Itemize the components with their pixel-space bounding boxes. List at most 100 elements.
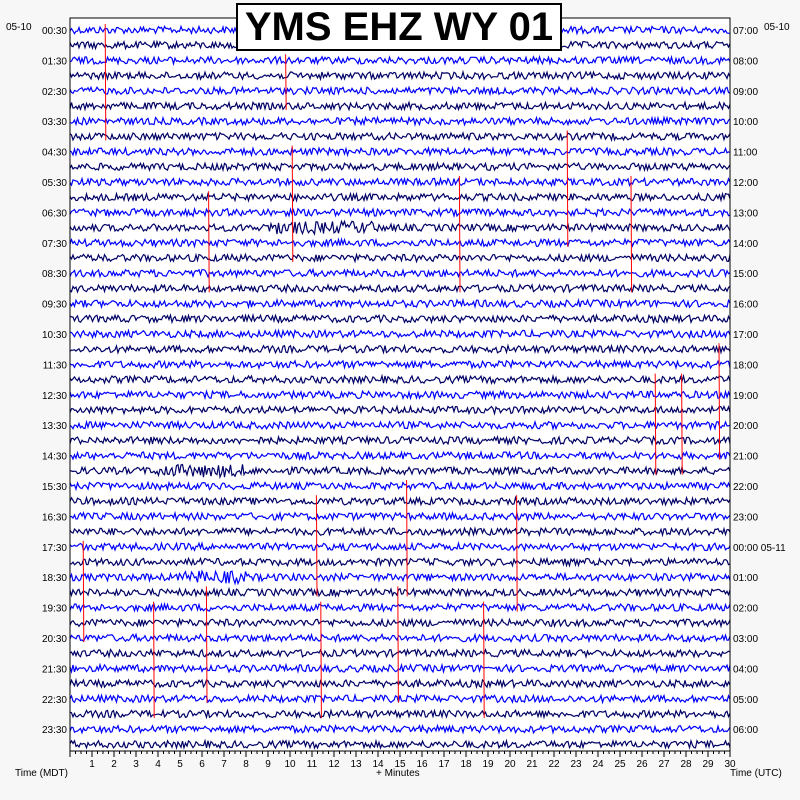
x-tick-label: 21 — [526, 759, 538, 770]
x-tick-label: 5 — [177, 759, 183, 770]
left-time-label: 13:30 — [42, 421, 67, 432]
left-time-axis: 00:30 01:30 02:30 03:30 04:30 05:30 06:30 07:30… — [42, 26, 67, 736]
x-tick-label: 14 — [372, 759, 384, 770]
event-mark — [285, 54, 287, 111]
x-tick-label: 10 — [284, 759, 296, 770]
right-time-label: 01:00 — [733, 573, 758, 584]
right-time-label: 13:00 — [733, 208, 758, 219]
right-time-label: 21:00 — [733, 452, 758, 463]
trace-row — [69, 525, 731, 538]
event-mark — [406, 479, 408, 597]
x-axis-title: + Minutes — [376, 768, 420, 779]
right-time-label: 12:00 — [733, 178, 758, 189]
x-tick-label: 15 — [394, 759, 406, 770]
left-time-label: 10:30 — [42, 330, 67, 341]
left-time-label: 23:30 — [42, 725, 67, 736]
x-tick-label: 18 — [460, 759, 472, 770]
event-mark — [291, 145, 294, 263]
chart-title: YMS EHZ WY 01 — [236, 3, 562, 51]
x-tick-label: 7 — [221, 759, 227, 770]
x-tick-label: 27 — [658, 759, 670, 770]
trace-row — [69, 692, 731, 705]
left-axis-title: Time (MDT) — [15, 768, 68, 779]
x-tick-label: 25 — [614, 759, 626, 770]
x-tick-label: 12 — [328, 759, 340, 770]
left-time-label: 03:30 — [42, 117, 67, 128]
trace-row — [69, 586, 731, 599]
left-time-label: 22:30 — [42, 695, 67, 706]
x-tick-label: 6 — [199, 759, 205, 770]
trace-row — [69, 373, 731, 386]
trace-row — [69, 434, 731, 447]
event-mark — [516, 495, 518, 612]
trace-row — [69, 161, 731, 173]
right-time-label: 00:00 05-11 — [733, 543, 786, 554]
left-time-label: 00:30 — [42, 26, 67, 37]
trace-row — [69, 632, 731, 644]
seismogram-traces — [69, 24, 731, 750]
event-mark — [82, 540, 85, 643]
x-tick-label: 26 — [636, 759, 648, 770]
seismic-events — [82, 23, 721, 719]
left-time-label: 06:30 — [42, 208, 67, 219]
trace-row — [69, 54, 731, 67]
left-time-label: 09:30 — [42, 300, 67, 311]
trace-row — [69, 191, 731, 203]
left-time-label: 08:30 — [42, 269, 67, 280]
left-time-label: 01:30 — [42, 56, 67, 67]
right-time-label: 07:00 — [733, 26, 758, 37]
trace-row — [69, 463, 731, 480]
trace-row — [69, 662, 731, 675]
right-time-label: 02:00 — [733, 604, 758, 615]
right-time-label: 16:00 — [733, 300, 758, 311]
x-tick-label: 29 — [702, 759, 714, 770]
event-mark — [104, 23, 107, 141]
left-time-label: 21:30 — [42, 664, 67, 675]
trace-row — [69, 404, 731, 416]
event-mark — [208, 191, 210, 293]
event-mark — [320, 601, 322, 719]
event-mark — [483, 601, 485, 719]
trace-row — [69, 131, 731, 143]
trace-row — [69, 647, 731, 659]
trace-row — [69, 480, 731, 492]
trace-row — [69, 312, 731, 325]
right-time-label: 22:00 — [733, 482, 758, 493]
right-time-label: 19:00 — [733, 391, 758, 402]
right-time-label: 04:00 — [733, 664, 758, 675]
trace-row — [69, 69, 731, 82]
trace-row — [69, 100, 731, 112]
right-time-label: 20:00 — [733, 421, 758, 432]
x-tick-label: 24 — [592, 759, 604, 770]
trace-row — [69, 176, 731, 188]
x-tick-label: 2 — [111, 759, 117, 770]
trace-row — [69, 297, 731, 310]
left-time-label: 04:30 — [42, 148, 67, 159]
right-time-label: 10:00 — [733, 117, 758, 128]
trace-row — [69, 510, 731, 522]
trace-row — [69, 569, 731, 586]
x-axis: 1 2 3 4 5 6 7 8 9 10 11 12 13 14 15 16 17 18 19 20 21 22 23 24 2… — [69, 751, 736, 770]
left-time-label: 11:30 — [43, 360, 68, 371]
x-tick-label: 30 — [724, 759, 736, 770]
trace-row — [69, 343, 731, 355]
x-tick-label: 23 — [570, 759, 582, 770]
event-mark — [630, 175, 633, 293]
event-mark — [718, 343, 721, 460]
right-time-label: 14:00 — [733, 239, 758, 250]
x-tick-label: 8 — [243, 759, 249, 770]
x-tick-label: 20 — [504, 759, 516, 770]
event-mark — [566, 130, 569, 247]
trace-row — [69, 723, 731, 735]
x-tick-label: 17 — [438, 759, 450, 770]
left-time-label: 19:30 — [42, 604, 67, 615]
trace-row — [69, 206, 731, 219]
event-mark — [205, 586, 208, 703]
trace-row — [69, 85, 731, 97]
event-mark — [654, 373, 657, 475]
right-date-label: 05-10 — [764, 22, 790, 33]
trace-row — [69, 236, 731, 249]
event-mark — [153, 601, 155, 719]
left-time-label: 20:30 — [42, 634, 67, 645]
